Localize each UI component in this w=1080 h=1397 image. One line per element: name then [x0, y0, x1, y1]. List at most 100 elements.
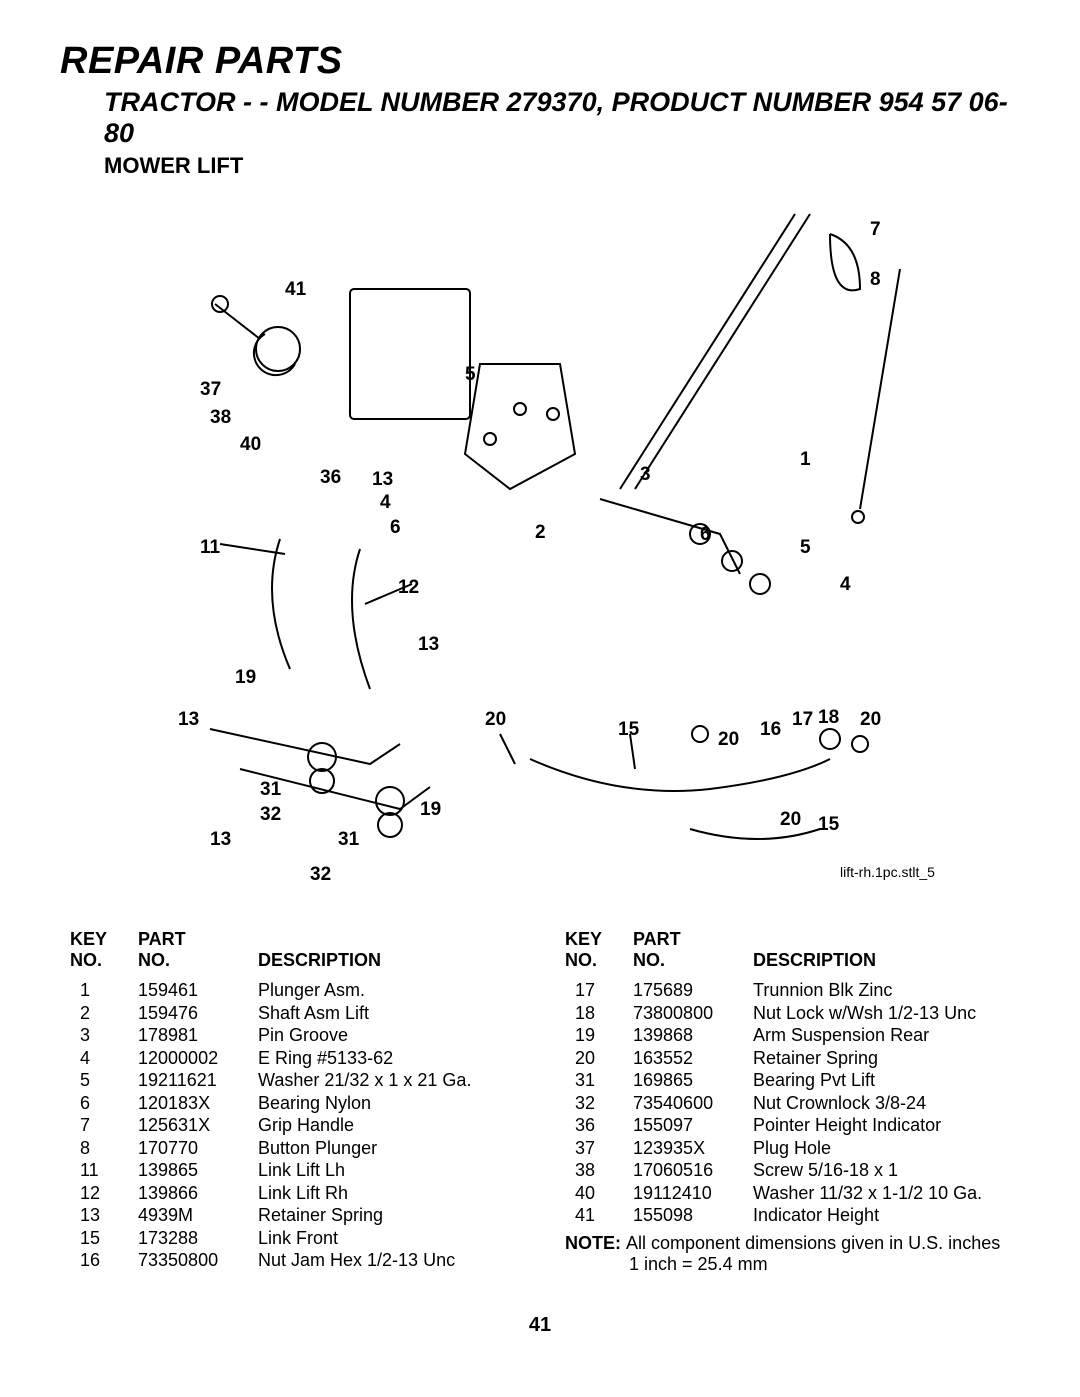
cell-key: 40 — [565, 1182, 633, 1205]
callout-31: 31 — [338, 829, 359, 851]
cell-desc: Link Front — [258, 1227, 479, 1250]
table-row: 12139866Link Lift Rh — [70, 1182, 479, 1205]
cell-part: 163552 — [633, 1047, 753, 1070]
callout-3: 3 — [640, 464, 651, 486]
col-part: PARTNO. — [633, 929, 753, 979]
callout-11: 11 — [200, 537, 220, 559]
table-row: 3273540600Nut Crownlock 3/8-24 — [565, 1092, 990, 1115]
cell-key: 11 — [70, 1159, 138, 1182]
cell-desc: Indicator Height — [753, 1204, 990, 1227]
cell-desc: Arm Suspension Rear — [753, 1024, 990, 1047]
callout-31: 31 — [260, 779, 281, 801]
cell-desc: E Ring #5133-62 — [258, 1047, 479, 1070]
callout-4: 4 — [380, 492, 391, 514]
table-row: 11139865Link Lift Lh — [70, 1159, 479, 1182]
callout-5: 5 — [465, 364, 476, 386]
parts-table-right: KEYNO. PARTNO. DESCRIPTION 17175689Trunn… — [565, 929, 990, 1227]
callout-13: 13 — [210, 829, 231, 851]
cell-part: 123935X — [633, 1137, 753, 1160]
callout-32: 32 — [260, 804, 281, 826]
callout-41: 41 — [285, 279, 306, 301]
table-row: 15173288Link Front — [70, 1227, 479, 1250]
cell-desc: Retainer Spring — [753, 1047, 990, 1070]
cell-key: 37 — [565, 1137, 633, 1160]
parts-tables: KEYNO. PARTNO. DESCRIPTION 1159461Plunge… — [70, 929, 1020, 1275]
callout-15: 15 — [818, 814, 839, 836]
table-row: 134939MRetainer Spring — [70, 1204, 479, 1227]
cell-key: 36 — [565, 1114, 633, 1137]
cell-part: 17060516 — [633, 1159, 753, 1182]
callout-6: 6 — [390, 517, 401, 539]
callout-6: 6 — [700, 524, 711, 546]
page-subtitle: TRACTOR - - MODEL NUMBER 279370, PRODUCT… — [104, 87, 1020, 149]
cell-part: 169865 — [633, 1069, 753, 1092]
cell-key: 31 — [565, 1069, 633, 1092]
cell-desc: Trunnion Blk Zinc — [753, 979, 990, 1002]
callout-2: 2 — [535, 522, 546, 544]
cell-part: 4939M — [138, 1204, 258, 1227]
callout-1: 1 — [800, 449, 811, 471]
parts-table-left: KEYNO. PARTNO. DESCRIPTION 1159461Plunge… — [70, 929, 479, 1272]
cell-key: 3 — [70, 1024, 138, 1047]
section-heading: MOWER LIFT — [104, 153, 1020, 179]
cell-key: 13 — [70, 1204, 138, 1227]
col-desc: DESCRIPTION — [753, 929, 990, 979]
cell-desc: Pointer Height Indicator — [753, 1114, 990, 1137]
cell-desc: Link Lift Lh — [258, 1159, 479, 1182]
cell-part: 173288 — [138, 1227, 258, 1250]
cell-key: 19 — [565, 1024, 633, 1047]
table-row: 3817060516Screw 5/16-18 x 1 — [565, 1159, 990, 1182]
page-number: 41 — [0, 1314, 1080, 1337]
cell-key: 4 — [70, 1047, 138, 1070]
cell-desc: Screw 5/16-18 x 1 — [753, 1159, 990, 1182]
callout-40: 40 — [240, 434, 261, 456]
callout-13: 13 — [372, 469, 393, 491]
cell-part: 159476 — [138, 1002, 258, 1025]
diagram-caption: lift-rh.1pc.stlt_5 — [840, 864, 935, 880]
col-desc: DESCRIPTION — [258, 929, 479, 979]
table-row: 1159461Plunger Asm. — [70, 979, 479, 1002]
callout-17: 17 — [792, 709, 813, 731]
cell-part: 73350800 — [138, 1249, 258, 1272]
cell-desc: Pin Groove — [258, 1024, 479, 1047]
table-row: 19139868Arm Suspension Rear — [565, 1024, 990, 1047]
cell-desc: Nut Crownlock 3/8-24 — [753, 1092, 990, 1115]
cell-key: 32 — [565, 1092, 633, 1115]
cell-part: 139868 — [633, 1024, 753, 1047]
cell-desc: Plug Hole — [753, 1137, 990, 1160]
callout-37: 37 — [200, 379, 221, 401]
cell-key: 38 — [565, 1159, 633, 1182]
cell-part: 139866 — [138, 1182, 258, 1205]
callout-20: 20 — [860, 709, 881, 731]
callout-38: 38 — [210, 407, 231, 429]
cell-part: 19112410 — [633, 1182, 753, 1205]
cell-key: 16 — [70, 1249, 138, 1272]
cell-part: 19211621 — [138, 1069, 258, 1092]
table-row: 7125631XGrip Handle — [70, 1114, 479, 1137]
cell-part: 73540600 — [633, 1092, 753, 1115]
table-note: NOTE: All component dimensions given in … — [565, 1233, 1020, 1275]
cell-key: 7 — [70, 1114, 138, 1137]
cell-key: 20 — [565, 1047, 633, 1070]
callout-20: 20 — [780, 809, 801, 831]
cell-key: 18 — [565, 1002, 633, 1025]
callout-8: 8 — [870, 269, 881, 291]
callout-19: 19 — [235, 667, 256, 689]
table-row: 519211621Washer 21/32 x 1 x 21 Ga. — [70, 1069, 479, 1092]
table-row: 37123935XPlug Hole — [565, 1137, 990, 1160]
callout-12: 12 — [398, 577, 419, 599]
cell-part: 175689 — [633, 979, 753, 1002]
callout-15: 15 — [618, 719, 639, 741]
cell-part: 178981 — [138, 1024, 258, 1047]
cell-desc: Bearing Pvt Lift — [753, 1069, 990, 1092]
table-row: 17175689Trunnion Blk Zinc — [565, 979, 990, 1002]
cell-desc: Plunger Asm. — [258, 979, 479, 1002]
table-row: 1673350800Nut Jam Hex 1/2-13 Unc — [70, 1249, 479, 1272]
cell-part: 155097 — [633, 1114, 753, 1137]
cell-desc: Bearing Nylon — [258, 1092, 479, 1115]
cell-part: 73800800 — [633, 1002, 753, 1025]
col-key: KEYNO. — [70, 929, 138, 979]
callout-19: 19 — [420, 799, 441, 821]
callout-7: 7 — [870, 219, 881, 241]
col-key: KEYNO. — [565, 929, 633, 979]
